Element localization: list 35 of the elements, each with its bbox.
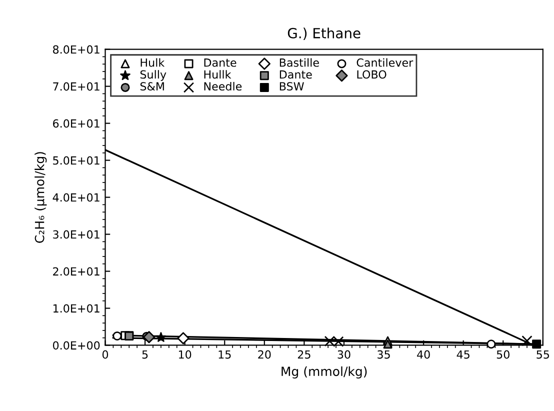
x-tick-label: 0 [102, 350, 108, 359]
y-tick-label: 2.0E+01 [53, 267, 100, 276]
x-tick-label: 55 [536, 350, 550, 359]
x-tick-label: 10 [178, 350, 192, 359]
x-tick-label: 40 [417, 350, 430, 359]
y-tick-label: 6.0E+01 [53, 119, 100, 128]
x-tick-label: 50 [496, 350, 510, 359]
x-axis-title: Mg (mmol/kg) [282, 366, 367, 379]
legend-label: Hullk [204, 70, 232, 79]
legend-label: Needle [204, 82, 242, 91]
legend-label: Dante [280, 70, 312, 79]
legend-label: S&M [140, 82, 164, 91]
x-tick-label: 25 [298, 350, 310, 359]
y-axis-title: C₂H₆ (μmol/kg) [34, 152, 47, 243]
y-tick-label: 7.0E+01 [53, 82, 100, 91]
y-tick-label: 8.0E+01 [53, 45, 100, 54]
chart-title: G.) Ethane [288, 28, 360, 40]
y-tick-label: 5.0E+01 [53, 156, 100, 165]
legend-label: Dante [204, 58, 236, 67]
y-tick-label: 3.0E+01 [53, 230, 100, 239]
x-tick-label: 35 [378, 350, 390, 359]
x-tick-label: 45 [456, 350, 470, 359]
y-tick-label: 4.0E+01 [52, 193, 100, 202]
legend-label: BSW [280, 82, 304, 91]
legend-label: LOBO [357, 70, 386, 79]
y-tick-label: 0.0E+00 [52, 341, 100, 350]
x-tick-label: 20 [258, 350, 271, 359]
legend-label: Hulk [140, 58, 165, 67]
x-tick-label: 15 [218, 350, 231, 359]
legend-label: Bastille [280, 58, 319, 67]
legend-label: Sully [140, 70, 166, 81]
x-tick-label: 5 [142, 350, 148, 359]
legend-label: Cantilever [356, 58, 414, 67]
x-tick-label: 30 [338, 350, 350, 359]
y-tick-label: 1.0E+01 [53, 304, 100, 313]
